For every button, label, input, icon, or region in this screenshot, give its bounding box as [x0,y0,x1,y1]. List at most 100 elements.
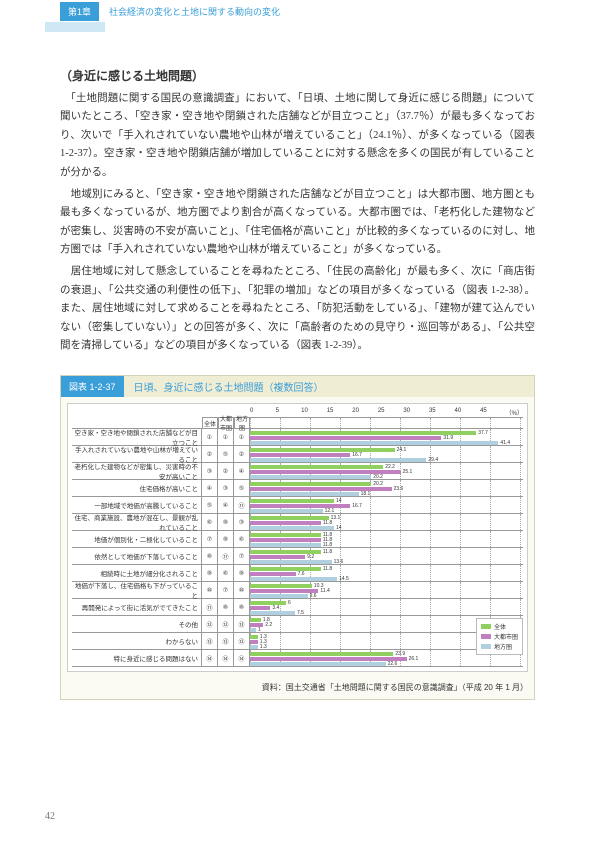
bar [250,504,350,508]
rank-cell: ⑪ [234,497,250,513]
axis-ticks: 051015202530354045（%） [250,408,523,417]
bar [250,567,321,571]
bar-value: 14.5 [339,576,349,582]
bar [250,589,318,593]
rank-cell: ⑥ [202,514,218,530]
bar-row: 再開発によって街に活気がでてきたこと⑪⑧⑧63.47.5 [72,599,523,616]
bar-row: わからない⑬⑬⑫1.31.31.3 [72,633,523,650]
rank-cell: ② [234,446,250,462]
page-number: 42 [45,811,55,822]
rank-cell: ⑭ [234,650,250,666]
bar [250,594,308,598]
rank-cell: ⑤ [234,480,250,496]
bars-cell: 24.116.729.4 [250,446,523,462]
chapter-title: 社会経済の変化と土地に関する動向の変化 [109,5,280,18]
rank-cell: ⑥ [234,531,250,547]
row-label: 手入れされていない農地や山林が増えていること [72,446,202,462]
paragraph: 地域別にみると、「空き家・空き地や閉鎖された店舗などが目立つこと」は大都市圏、地… [60,186,535,260]
bar-value: 13.6 [334,559,344,565]
bar [250,465,383,469]
rank-cell: ⑦ [234,548,250,564]
rank-cell: ⑤ [218,446,234,462]
bar [250,560,332,564]
section-title: （身近に感じる土地問題） [60,67,535,84]
rank-cell: ④ [218,497,234,513]
rank-cell: ⑩ [202,582,218,598]
paragraph: 「土地問題に関する国民の意識調査」において、「日頃、土地に関して身近に感じる問題… [60,90,535,182]
rank-cell: ③ [218,480,234,496]
bar-value: 41.4 [500,440,510,446]
bar-row: 地価が個別化・二極化していること⑦⑨⑥11.811.811.8 [72,531,523,548]
bar [250,431,476,435]
bar [250,601,286,605]
row-label: 地価が個別化・二極化していること [72,531,202,547]
row-label: その他 [72,616,202,632]
bar-row: 地価が下落し、住宅価格も下がっていること⑩⑦⑩10.311.49.6 [72,582,523,599]
bar-value: 18.1 [361,491,371,497]
header-strip: 第1章 社会経済の変化と土地に関する動向の変化 [0,0,595,22]
bar [250,487,392,491]
bar-value: 6 [288,600,291,606]
rank-cell: ⑫ [234,633,250,649]
chart-number: 図表 1-2-37 [61,376,124,397]
rank-cell: ⑤ [202,497,218,513]
legend: 全体大都市圏地方圏 [476,618,523,655]
bar [250,521,321,525]
rank-cell: ③ [234,514,250,530]
rank-cell: ④ [202,480,218,496]
bar-value: 37.7 [478,430,488,436]
rank-cell: ① [218,429,234,445]
row-label: 空き家・空き地や閉鎖された店舗などが目立つこと [72,429,202,445]
bars-cell: 10.311.49.6 [250,582,523,598]
decorative-bar [45,22,105,32]
bar-value: 1 [258,627,261,633]
bars-cell: 11.87.614.5 [250,565,523,581]
bar [250,555,305,559]
bar-value: 24.1 [397,447,407,453]
bar [250,436,441,440]
bar [250,538,321,542]
rank-cell: ② [202,446,218,462]
bar [250,635,258,639]
rank-cell: ⑨ [218,531,234,547]
bar-value: 23.6 [394,486,404,492]
rank-cell: ⑧ [234,599,250,615]
bar [250,572,296,576]
bar [250,516,329,520]
bar [250,509,323,513]
bar-value: 25.1 [403,469,413,475]
rank-cell: ⑫ [202,616,218,632]
rank-cell: ⑭ [202,650,218,666]
bar [250,475,371,479]
bar [250,652,393,656]
bars-cell: 11.811.811.8 [250,531,523,547]
rank-cell: ⑦ [202,531,218,547]
rank-cell: ⑧ [218,599,234,615]
rank-cell: ⑥ [218,565,234,581]
rank-cell: ⑬ [218,633,234,649]
bar [250,448,395,452]
rank-cell: ⑫ [218,616,234,632]
bar [250,526,334,530]
bar-value: 20.2 [373,474,383,480]
bar-value: 12.1 [325,508,335,514]
bar [250,611,295,615]
bar-value: 7.5 [297,610,304,616]
bar [250,577,337,581]
rank-cell: ⑬ [202,633,218,649]
bar-row: 住宅価格が高いこと④③⑤20.223.618.1 [72,480,523,497]
chart-title: 日頃、身近に感じる土地問題（複数回答） [124,376,534,397]
rank-cell: ⑪ [218,548,234,564]
row-label: わからない [72,633,202,649]
chapter-tab: 第1章 [60,2,99,21]
bar-row: 特に身近に感じる問題はない⑭⑭⑭23.926.122.6 [72,650,523,667]
row-label: 老朽化した建物などが密集し、災害時の不安が高いこと [72,463,202,479]
bar [250,645,258,649]
bar-value: 14 [336,525,342,531]
bar-value: 26.1 [409,656,419,662]
bar-row: その他⑫⑫⑬1.82.21 [72,616,523,633]
bar [250,662,386,666]
rank-cell: ③ [202,463,218,479]
rank-cell: ⑨ [234,565,250,581]
rank-cell: ⑧ [202,548,218,564]
